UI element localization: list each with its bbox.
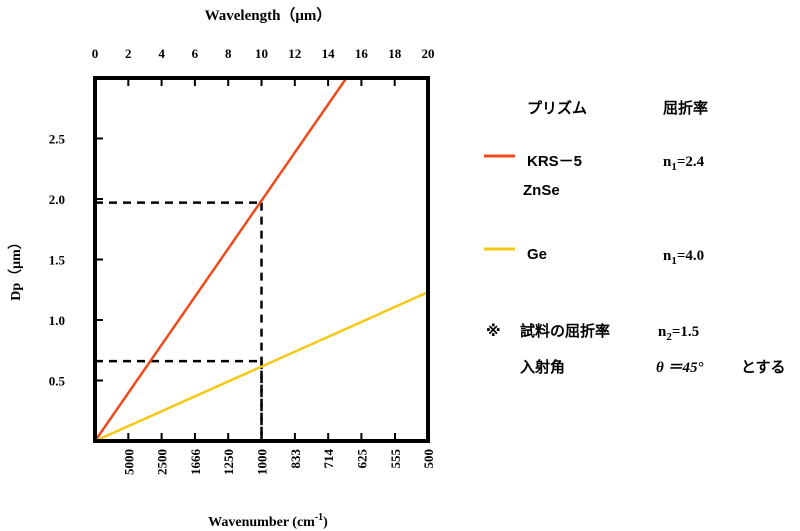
bottom-axis-tick-label: 2500 [155, 449, 170, 475]
y-axis-tick-label: 0.5 [49, 374, 66, 389]
top-axis-tick-label: 18 [388, 46, 402, 61]
legend-label-krs5: KRS－5 [527, 153, 582, 170]
y-axis-tick-label: 1.5 [49, 253, 66, 268]
top-axis-tick-label: 2 [125, 46, 132, 61]
bottom-axis-tick-label: 5000 [121, 449, 136, 475]
bottom-axis-tick-label: 500 [421, 449, 436, 469]
y-axis-title: Dp（μm） [8, 235, 24, 301]
note-angle-value: θ ＝45° [656, 360, 704, 376]
legend-header-index: 屈折率 [663, 99, 708, 117]
plot-frame [93, 76, 430, 443]
note-angle-suffix: とする [741, 359, 786, 376]
top-axis-tick-label: 14 [322, 46, 336, 61]
bottom-axis-tick-label: 833 [288, 449, 303, 469]
legend-index-ge: n1=4.0 [663, 248, 704, 267]
y-axis-tick-label: 2.0 [49, 192, 65, 207]
series-lines [93, 77, 429, 443]
top-axis-title: Wavelength（μm） [205, 6, 332, 24]
top-axis-tick-label: 8 [225, 46, 232, 61]
top-axis-tick-label: 10 [255, 46, 268, 61]
bottom-axis-tick-label: 1666 [188, 449, 203, 476]
note-angle-label: 入射角 [520, 358, 565, 376]
bottom-axis-tick-label: 625 [354, 449, 369, 469]
top-axis-ticks: 0 2 4 6 8 10 12 14 16 18 20 [92, 46, 435, 86]
series-line-krs5-znse [93, 77, 348, 442]
top-axis-tick-label: 4 [158, 46, 165, 61]
bottom-axis-tick-label: 1000 [255, 449, 270, 475]
note-sample-index: n2=1.5 [658, 324, 699, 343]
y-axis-tick-label: 2.5 [49, 132, 66, 147]
top-axis-tick-label: 0 [92, 46, 99, 61]
top-axis-tick-label: 12 [288, 46, 301, 61]
top-axis-tick-label: 6 [192, 46, 199, 61]
legend-label-ge: Ge [527, 246, 547, 263]
note-sample-label: 試料の屈折率 [520, 322, 610, 340]
note-mark: ※ [486, 322, 501, 340]
legend-header-prism: プリズム [527, 99, 587, 117]
bottom-axis-title: Wavenumber (cm-1) [208, 512, 328, 530]
y-axis-tick-label: 1.0 [49, 313, 65, 328]
legend-label-znse: ZnSe [523, 182, 560, 199]
top-axis-tick-label: 20 [422, 46, 435, 61]
bottom-axis-tick-label: 1250 [221, 449, 236, 475]
bottom-axis-tick-label: 555 [388, 449, 403, 469]
legend-index-krs5: n1=2.4 [663, 154, 705, 173]
reference-lines [95, 201, 263, 441]
series-line-ge [94, 291, 429, 443]
top-axis-tick-label: 16 [355, 46, 369, 61]
bottom-axis-tick-label: 714 [321, 449, 336, 469]
